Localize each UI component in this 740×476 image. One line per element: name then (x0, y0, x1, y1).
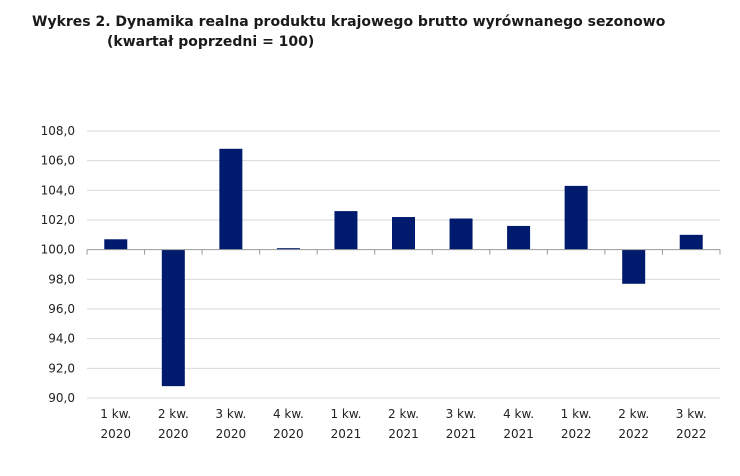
y-tick-label: 108,0 (41, 124, 75, 138)
y-tick-label: 96,0 (48, 302, 75, 316)
x-tick-label: 4 kw. (273, 407, 304, 421)
bar (507, 225, 531, 250)
bar (334, 211, 358, 250)
x-tick-label: 3 kw. (446, 407, 477, 421)
bar (449, 218, 473, 250)
y-tick-label: 98,0 (48, 272, 75, 286)
bar (276, 248, 300, 250)
x-tick-label: 2020 (273, 427, 304, 441)
bar (392, 217, 415, 250)
chart-subtitle: (kwartał poprzedni = 100) (107, 34, 315, 50)
bar (564, 185, 588, 250)
x-tick-label: 3 kw. (215, 407, 246, 421)
y-tick-label: 92,0 (48, 361, 75, 375)
y-tick-label: 106,0 (41, 154, 75, 168)
x-tick-label: 2021 (503, 427, 534, 441)
bar (679, 234, 703, 250)
chart-title: Wykres 2. Dynamika realna produktu krajo… (32, 14, 666, 30)
x-tick-label: 4 kw. (503, 407, 534, 421)
x-tick-label: 2 kw. (388, 407, 419, 421)
y-tick-label: 100,0 (41, 243, 75, 257)
x-tick-label: 2022 (676, 427, 707, 441)
x-tick-label: 2021 (331, 427, 362, 441)
x-tick-label: 2020 (100, 427, 131, 441)
x-tick-label: 1 kw. (330, 407, 361, 421)
x-tick-label: 1 kw. (100, 407, 131, 421)
bar (219, 148, 243, 250)
x-tick-label: 2021 (446, 427, 477, 441)
x-tick-label: 1 kw. (561, 407, 592, 421)
x-tick-label: 2 kw. (618, 407, 649, 421)
bar (161, 249, 185, 387)
y-tick-label: 102,0 (41, 213, 75, 227)
x-tick-label: 2020 (158, 427, 189, 441)
y-tick-label: 94,0 (48, 332, 75, 346)
x-tick-label: 2020 (216, 427, 247, 441)
bar (622, 249, 646, 284)
bar (104, 239, 128, 250)
x-tick-label: 2021 (388, 427, 419, 441)
y-tick-label: 104,0 (41, 183, 75, 197)
x-tick-label: 2022 (561, 427, 592, 441)
x-tick-label: 3 kw. (676, 407, 707, 421)
x-tick-label: 2022 (618, 427, 649, 441)
y-tick-label: 90,0 (48, 391, 75, 405)
x-tick-label: 2 kw. (158, 407, 189, 421)
